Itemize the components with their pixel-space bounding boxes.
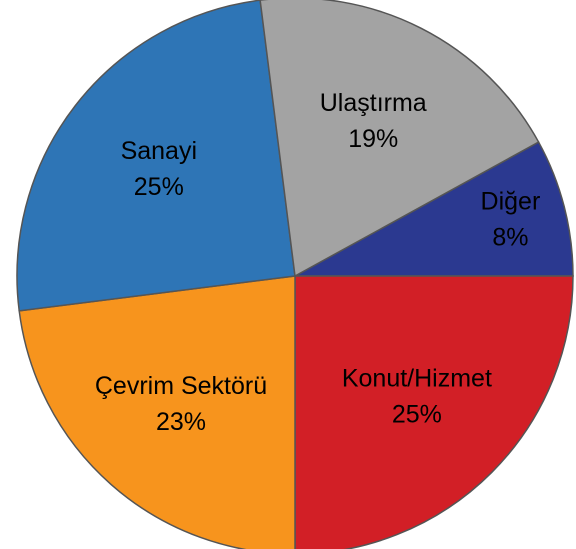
slice-value-label: 8%: [492, 223, 528, 251]
pie-slice: [16, 0, 296, 312]
slice-value-label: 23%: [156, 408, 206, 436]
pie-slice: [294, 141, 574, 277]
pie-slice: [259, 0, 540, 278]
slice-label: Çevrim Sektörü: [95, 372, 267, 400]
slice-label: Konut/Hizmet: [342, 364, 492, 392]
slice-label: Sanayi: [121, 137, 197, 165]
slice-label: Ulaştırma: [320, 89, 427, 117]
slice-value-label: 19%: [348, 125, 398, 153]
slice-label: Diğer: [481, 187, 541, 215]
slice-value-label: 25%: [392, 400, 442, 428]
slice-value-label: 25%: [134, 173, 184, 201]
pie-slice: [18, 275, 296, 549]
